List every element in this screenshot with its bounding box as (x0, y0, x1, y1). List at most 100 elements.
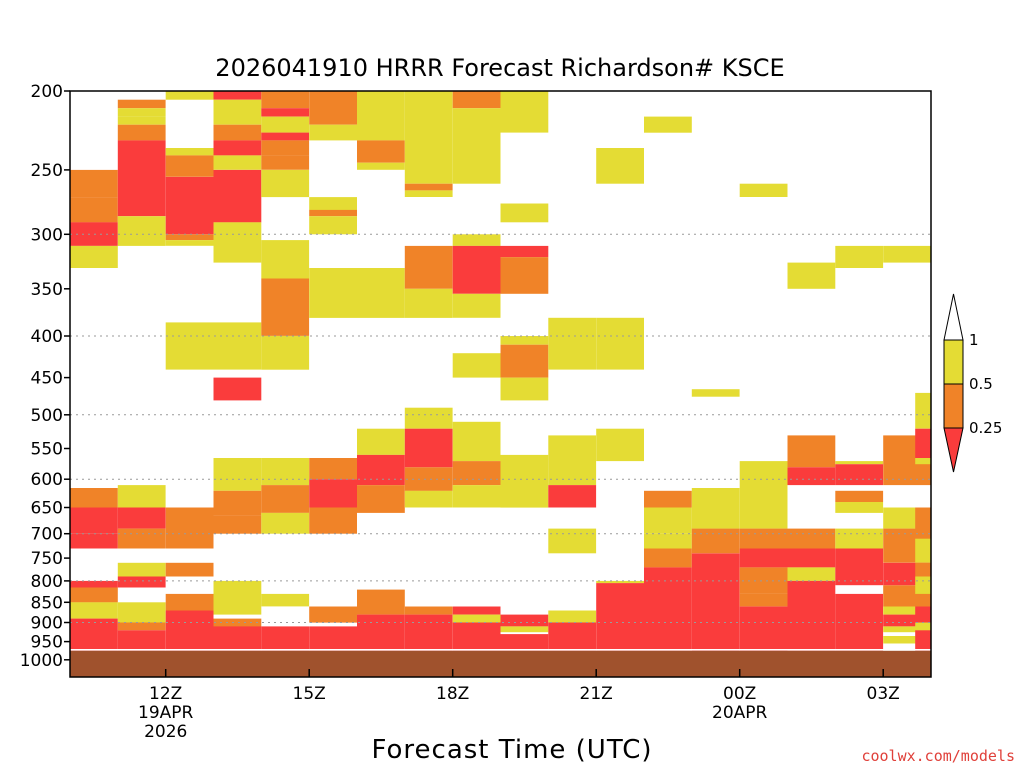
heatmap-cell (596, 583, 644, 651)
heatmap-cell (117, 116, 166, 125)
y-tick-label: 950 (31, 633, 63, 653)
heatmap-cell (404, 407, 453, 429)
heatmap-cell (691, 528, 740, 554)
heatmap-cell (739, 548, 788, 568)
heatmap-cell (357, 485, 405, 513)
heatmap-cell (500, 91, 549, 133)
heatmap-cell (915, 538, 931, 563)
heatmap-cell (213, 140, 262, 156)
heatmap-cell (915, 630, 931, 651)
heatmap-cell (213, 458, 262, 491)
heatmap-cell (70, 533, 118, 549)
heatmap-cell (739, 183, 788, 197)
heatmap-cell (165, 562, 214, 577)
heatmap-cell (404, 467, 453, 491)
heatmap-cell (404, 91, 453, 184)
heatmap-cell (117, 99, 166, 109)
heatmap-cell (691, 553, 740, 651)
heatmap-cell (739, 593, 788, 607)
heatmap-cell (357, 162, 405, 170)
heatmap-cell (261, 593, 310, 607)
heatmap-cell (691, 389, 740, 397)
heatmap-cell (309, 197, 357, 210)
heatmap-cell (452, 622, 501, 651)
heatmap-cell (261, 240, 310, 279)
heatmap-cell (357, 428, 405, 455)
heatmap-cell (452, 91, 501, 109)
heatmap-cell (500, 344, 549, 378)
x-tick-label: 12Z (149, 684, 182, 704)
heatmap-cell (117, 507, 166, 529)
heatmap-cell (117, 630, 166, 651)
heatmap-cell (452, 421, 501, 462)
colorbar-label: 1 (969, 331, 979, 349)
heatmap-cell (787, 567, 836, 581)
heatmap-cell (117, 485, 166, 508)
heatmap-cell (739, 528, 788, 549)
heatmap-cell (452, 614, 501, 623)
heatmap-cell (644, 533, 692, 549)
heatmap-cell (261, 336, 310, 370)
heatmap-cell (644, 567, 692, 651)
heatmap-cell (70, 488, 118, 508)
heatmap-cell (835, 490, 884, 502)
colorbar-label: 0.5 (969, 375, 993, 393)
heatmap-cell (70, 245, 118, 268)
heatmap-cell (261, 155, 310, 170)
heatmap-cell (165, 610, 214, 651)
heatmap-cell (117, 124, 166, 141)
heatmap-cell (596, 580, 644, 584)
heatmap-cell (165, 234, 214, 241)
heatmap-cell (213, 155, 262, 170)
heatmap-cell (644, 548, 692, 568)
heatmap-cell (596, 317, 644, 370)
heatmap-cell (309, 124, 357, 141)
heatmap-cell (70, 618, 118, 627)
y-tick-label: 400 (31, 327, 63, 347)
heatmap-cell (915, 507, 931, 539)
heatmap-cell (915, 392, 931, 429)
heatmap-cell (213, 99, 262, 125)
heatmap-cell (915, 428, 931, 458)
heatmap-cell (213, 490, 262, 516)
x-tick-label: 19APR (138, 703, 194, 723)
heatmap-cell (357, 454, 405, 486)
colorbar-label: 0.25 (969, 419, 1002, 437)
heatmap-cell (70, 587, 118, 603)
heatmap-cell (117, 562, 166, 577)
heatmap-cell (309, 91, 357, 125)
heatmap-cell (915, 458, 931, 465)
heatmap-cell (787, 467, 836, 486)
heatmap-cell (404, 183, 453, 191)
heatmap-cell (70, 507, 118, 534)
heatmap-cell (915, 622, 931, 631)
heatmap-cell (117, 140, 166, 217)
heatmap-cell (404, 190, 453, 197)
heatmap-cell (357, 140, 405, 163)
y-tick-label: 650 (31, 499, 63, 519)
heatmap-cell (261, 140, 310, 156)
y-tick-label: 300 (31, 225, 63, 245)
heatmap-cell (70, 580, 118, 588)
ground-fill (70, 650, 931, 677)
heatmap-cell (548, 622, 597, 651)
heatmap-cell (117, 622, 166, 631)
heatmap-cell (915, 562, 931, 577)
chart-title: 2026041910 HRRR Forecast Richardson# KSC… (215, 54, 784, 82)
heatmap-cell (117, 576, 166, 588)
heatmap-cell (452, 461, 501, 486)
y-tick-label: 850 (31, 593, 63, 613)
heatmap-cell (404, 614, 453, 651)
y-tick-label: 750 (31, 549, 63, 569)
heatmap-cell (596, 428, 644, 462)
heatmap-cell (500, 634, 549, 651)
heatmap-cell (70, 626, 118, 651)
heatmap-cell (261, 485, 310, 513)
heatmap-cell (835, 461, 884, 465)
heatmap-cell (548, 528, 597, 554)
heatmap-cell (213, 222, 262, 263)
heatmap-cell (117, 602, 166, 623)
colorbar-bin (943, 339, 964, 385)
heatmap-cell (165, 148, 214, 156)
y-axis: 200 250 300 350 400 450 500 550 600 650 700 750 8008… (20, 82, 70, 671)
